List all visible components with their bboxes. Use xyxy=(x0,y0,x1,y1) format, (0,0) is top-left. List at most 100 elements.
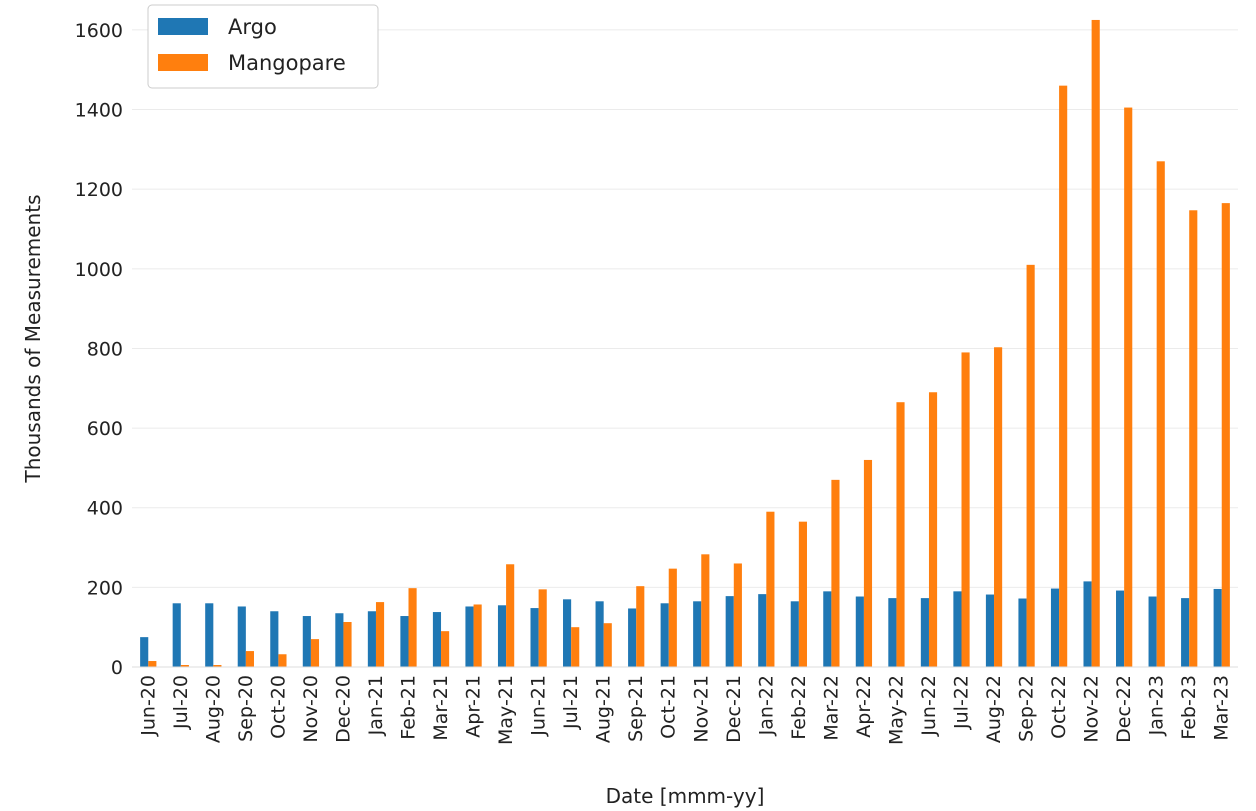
x-tick-label: Oct-21 xyxy=(658,675,680,739)
x-tick-label: Aug-22 xyxy=(983,675,1005,743)
bar-mangopare-aug-21 xyxy=(603,623,612,667)
bar-argo-mar-21 xyxy=(432,612,442,667)
bar-mangopare-sep-21 xyxy=(636,586,645,667)
bar-mangopare-jun-22 xyxy=(928,392,938,667)
bar-argo-oct-22 xyxy=(1050,588,1060,667)
bar-mangopare-nov-22 xyxy=(1091,19,1100,668)
bars-layer xyxy=(140,19,1230,668)
bar-mangopare-apr-21 xyxy=(473,604,482,667)
y-tick-label: 1600 xyxy=(75,20,123,42)
x-tick-label: Mar-21 xyxy=(430,675,452,741)
bar-mangopare-apr-22 xyxy=(863,459,873,667)
x-tick-label: Sep-20 xyxy=(235,675,257,742)
bar-argo-dec-20 xyxy=(335,613,344,667)
bar-mangopare-jan-21 xyxy=(375,602,385,667)
bar-argo-oct-21 xyxy=(660,603,669,667)
bar-argo-jul-22 xyxy=(953,591,962,667)
bar-argo-dec-22 xyxy=(1116,590,1125,667)
y-tick-label: 1200 xyxy=(75,179,123,201)
bar-argo-feb-21 xyxy=(400,616,409,667)
x-tick-label: Aug-21 xyxy=(593,675,615,743)
y-tick-label: 600 xyxy=(87,418,123,440)
x-tick-label: Dec-21 xyxy=(723,675,745,743)
bar-mangopare-aug-20 xyxy=(213,665,222,667)
legend-swatch-mangopare xyxy=(158,54,208,71)
bar-mangopare-nov-21 xyxy=(701,554,710,667)
bar-argo-aug-21 xyxy=(595,601,604,667)
bar-mangopare-jul-20 xyxy=(180,665,189,667)
x-tick-label: Jul-22 xyxy=(951,675,973,730)
legend: Argo Mangopare xyxy=(147,4,379,89)
x-tick-label: Oct-20 xyxy=(267,675,289,739)
y-tick-label: 800 xyxy=(87,338,123,360)
y-tick-label: 1000 xyxy=(75,259,123,281)
grid-lines xyxy=(132,29,1238,668)
bar-mangopare-sep-20 xyxy=(245,651,254,667)
x-tick-label: Nov-20 xyxy=(300,675,322,743)
x-tick-label: Jun-20 xyxy=(137,675,159,737)
bar-mangopare-jun-20 xyxy=(148,661,157,667)
bar-mangopare-jan-22 xyxy=(766,511,775,667)
x-tick-label: Sep-21 xyxy=(625,675,647,742)
bar-argo-dec-21 xyxy=(725,596,734,667)
legend-swatch-argo xyxy=(158,18,208,35)
bar-argo-jun-22 xyxy=(920,598,929,667)
bar-mangopare-feb-21 xyxy=(408,588,417,667)
x-tick-label: Jan-21 xyxy=(365,675,387,736)
bar-argo-feb-23 xyxy=(1181,598,1190,667)
x-tick-label: Dec-22 xyxy=(1113,675,1135,743)
bar-mangopare-may-21 xyxy=(506,564,515,667)
bar-argo-nov-21 xyxy=(693,601,702,667)
y-axis-label: Thousands of Measurements xyxy=(21,195,45,484)
bar-argo-aug-22 xyxy=(985,594,995,667)
bar-argo-jan-22 xyxy=(758,594,767,667)
x-axis-label: Date [mmm-yy] xyxy=(606,784,765,808)
bar-argo-jan-23 xyxy=(1148,596,1157,667)
bar-mangopare-may-22 xyxy=(896,402,905,667)
y-tick-label: 0 xyxy=(111,657,123,679)
bar-mangopare-jul-22 xyxy=(961,352,970,667)
y-tick-label: 200 xyxy=(87,577,123,599)
bar-argo-mar-23 xyxy=(1213,588,1222,667)
bar-argo-sep-21 xyxy=(628,608,637,667)
bar-mangopare-dec-20 xyxy=(343,622,352,667)
x-tick-label: May-21 xyxy=(495,675,517,745)
bar-argo-sep-22 xyxy=(1018,598,1027,667)
x-tick-label: Jan-23 xyxy=(1146,675,1168,736)
y-tick-label: 400 xyxy=(87,498,123,520)
bar-argo-jun-20 xyxy=(140,637,149,667)
y-tick-label: 1400 xyxy=(75,100,123,122)
bar-mangopare-nov-20 xyxy=(310,639,320,667)
x-tick-label: Mar-22 xyxy=(820,675,842,741)
x-tick-label: Nov-21 xyxy=(690,675,712,743)
y-axis-ticks: 0 200 400 600 800 1000 1200 1400 1600 xyxy=(75,20,123,679)
bar-argo-jul-21 xyxy=(563,599,572,667)
x-tick-label: Feb-21 xyxy=(398,675,420,740)
bar-mangopare-jan-23 xyxy=(1156,161,1165,668)
x-tick-label: Jul-21 xyxy=(560,675,582,730)
series-mangopare xyxy=(148,19,1230,668)
x-tick-label: May-22 xyxy=(885,675,907,745)
bar-mangopare-dec-22 xyxy=(1124,107,1133,667)
series-argo xyxy=(140,581,1222,667)
x-tick-label: Mar-23 xyxy=(1211,675,1233,741)
bar-mangopare-jul-21 xyxy=(571,627,580,667)
bar-argo-aug-20 xyxy=(205,603,214,667)
bar-mangopare-oct-20 xyxy=(278,654,287,667)
x-tick-label: Apr-22 xyxy=(853,675,875,738)
x-tick-label: Aug-20 xyxy=(202,675,224,743)
x-tick-label: Feb-23 xyxy=(1178,675,1200,740)
bar-argo-sep-20 xyxy=(237,606,246,667)
bar-argo-nov-22 xyxy=(1083,581,1092,667)
bar-mangopare-mar-23 xyxy=(1221,203,1230,668)
bar-mangopare-sep-22 xyxy=(1026,264,1035,667)
bar-mangopare-feb-22 xyxy=(798,521,807,667)
bar-mangopare-oct-22 xyxy=(1059,85,1068,668)
x-tick-label: Nov-22 xyxy=(1081,675,1103,743)
bar-argo-apr-22 xyxy=(855,596,864,667)
x-tick-label: Jan-22 xyxy=(755,675,777,736)
bar-argo-feb-22 xyxy=(790,601,799,667)
bar-mangopare-mar-21 xyxy=(441,631,450,667)
x-tick-label: Oct-22 xyxy=(1048,675,1070,739)
